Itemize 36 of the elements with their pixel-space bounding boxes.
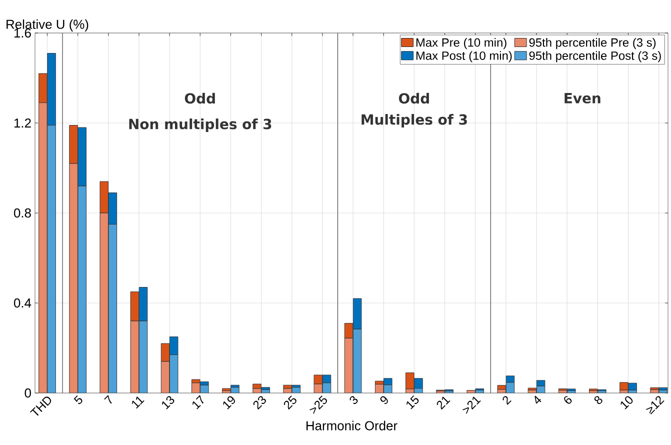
x-tick-label: 23 [253, 396, 266, 410]
x-axis-title: Harmonic Order [306, 420, 398, 430]
x-tick-label: 9 [380, 396, 388, 404]
annotation: Odd [184, 92, 215, 104]
y-tick-label: 1.6 [14, 28, 31, 38]
x-tick-label: 15 [406, 395, 419, 410]
annotation: Multiples of 3 [362, 114, 467, 128]
legend-label: Max Pre (10 min) [416, 38, 506, 50]
y-tick-label: 0 [24, 388, 31, 398]
annotation: Odd [398, 92, 429, 104]
x-tick-label: 8 [594, 396, 602, 404]
x-tick-label: 25 [284, 395, 296, 410]
x-tick-label: >21 [462, 396, 481, 414]
x-tick-label: 3 [350, 396, 358, 404]
legend-label: 95th percentile Pre (3 s) [529, 38, 656, 50]
x-tick-label: 6 [564, 396, 572, 404]
x-tick-label: ≥12 [646, 396, 664, 414]
x-tick-label: 10 [620, 396, 633, 410]
y-tick-label: 1.2 [14, 118, 31, 128]
x-tick-label: >25 [310, 395, 327, 414]
annotation: Even [564, 93, 600, 104]
x-tick-label: 11 [132, 396, 144, 409]
x-tick-label: 7 [104, 395, 112, 404]
y-tick-label: 0.8 [14, 208, 31, 218]
x-tick-label: 2 [502, 396, 512, 405]
annotation: Non multiples of 3 [129, 118, 272, 132]
x-tick-label: 17 [192, 395, 204, 410]
x-tick-label: THD [30, 396, 52, 416]
x-tick-label: 5 [74, 395, 82, 404]
x-tick-label: 19 [223, 396, 235, 410]
legend-label: 95th percentile Post (3 s) [529, 51, 661, 62]
x-tick-label: 4 [534, 396, 542, 404]
x-tick-label: 21 [436, 396, 450, 410]
y-tick-label: 0.4 [14, 298, 32, 308]
legend-label: Max Post (10 min) [416, 51, 512, 62]
x-tick-label: 13 [162, 396, 174, 410]
